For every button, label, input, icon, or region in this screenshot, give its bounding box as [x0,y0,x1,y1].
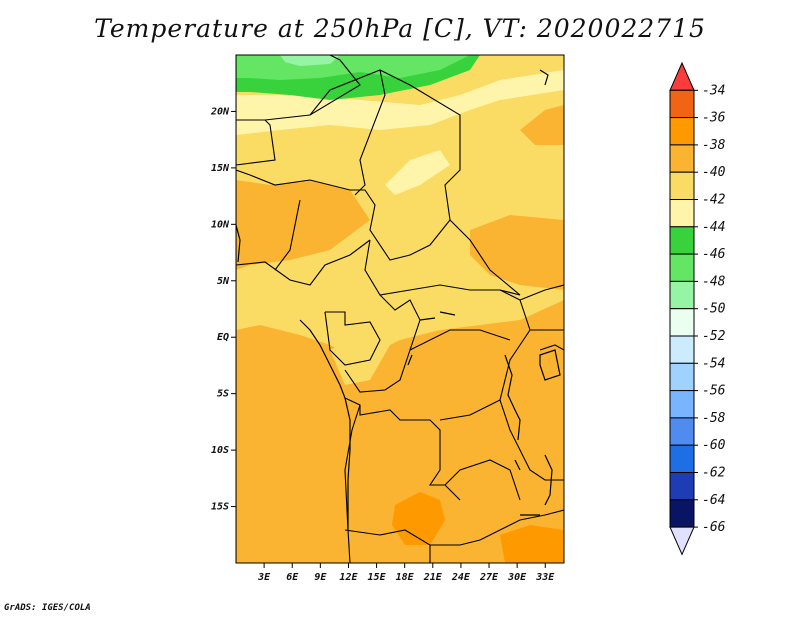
lon-tick-label: 3E [257,572,271,583]
lat-tick-label: EQ [217,332,229,343]
colorbar-segment [669,117,695,146]
field-minus-38-south [236,300,564,563]
colorbar-label: -58 [702,411,726,426]
country-boundaries [236,55,564,563]
colorbar-segment [669,444,695,474]
colorbar-top-arrow [669,61,695,91]
colorbar-segment [669,417,695,446]
lat-tick-label: 10N [211,219,230,230]
field-minus-36-south [392,492,445,545]
lon-tick-label: 12E [339,572,358,583]
colorbar-label: -52 [702,329,726,344]
colorbar-label: -38 [702,138,726,153]
colorbar-segment [669,308,695,337]
colorbar-label: -60 [702,438,726,453]
colorbar-label: -46 [702,247,726,262]
colorbar-label: -56 [702,384,726,399]
colorbar-label: -50 [702,302,726,317]
field-minus-48 [280,55,340,66]
map-frame [235,54,565,564]
colorbar-segment [669,89,695,119]
lon-tick-label: 18E [396,572,415,583]
colorbar-segment [669,199,695,228]
colorbar-label: -54 [702,356,725,371]
lon-tick-label: 6E [286,572,299,583]
colorbar-label: -66 [702,520,726,535]
colorbar-label: -34 [702,83,725,98]
field-minus-36-southeast [500,525,564,563]
colorbar-label: -44 [702,220,725,235]
lat-tick-label: 15S [211,502,229,513]
lon-tick-label: 30E [507,572,527,583]
colorbar-bottom-arrow [669,526,695,556]
field-minus-42-central [385,150,450,195]
lon-tick-label: 9E [314,572,327,583]
field-minus-38-west [236,180,370,270]
lon-tick-label: 15E [368,572,387,583]
lat-tick-label: 5N [217,276,230,287]
lat-tick-label: 15N [211,163,230,174]
colorbar-segment [669,171,695,200]
lon-tick-label: 27E [479,572,499,583]
lon-tick-label: 21E [423,572,443,583]
lon-tick-label: 24E [451,572,471,583]
field-minus-42-north [236,70,564,135]
field-minus-38-northeast [520,105,564,145]
colorbar-segment [669,362,695,392]
colorbar: -34 -36 -38 -40 -42 -44 -46 -48 -50 -52 -54 -56 -58 -… [669,61,726,556]
colorbar-label: -36 [702,111,726,126]
colorbar-label: -40 [702,165,726,180]
colorbar-segment [669,144,695,173]
field-minus-40-pocket [330,335,390,385]
colorbar-label: -42 [702,193,726,208]
lat-tick-label: 5S [217,389,229,400]
coastline-and-lakes [236,69,561,530]
colorbar-segment [669,226,695,255]
lat-tick-label: 10S [211,445,229,456]
field-minus-38-east [470,215,564,290]
lat-tick-label: 20N [210,106,230,117]
colorbar-segment [669,499,695,528]
colorbar-label: -48 [702,274,726,289]
colorbar-segment [669,280,695,310]
colorbar-segment [669,472,695,501]
colorbar-label: -62 [702,466,726,481]
footer-credit: GrADS: IGES/COLA [4,603,91,613]
colorbar-label: -64 [702,493,725,508]
colorbar-segment [669,253,695,282]
map-title: Temperature at 250hPa [C], VT: 202002271… [94,14,706,43]
lon-tick-label: 33E [535,572,555,583]
longitude-axis: 3E 6E 9E 12E 15E 18E 21E 24E 27E 30E 33E [257,563,555,583]
colorbar-segment [669,390,695,419]
colorbar-segment [669,335,695,364]
latitude-axis: 20N 15N 10N 5N EQ 5S 10S 15S [210,106,236,513]
